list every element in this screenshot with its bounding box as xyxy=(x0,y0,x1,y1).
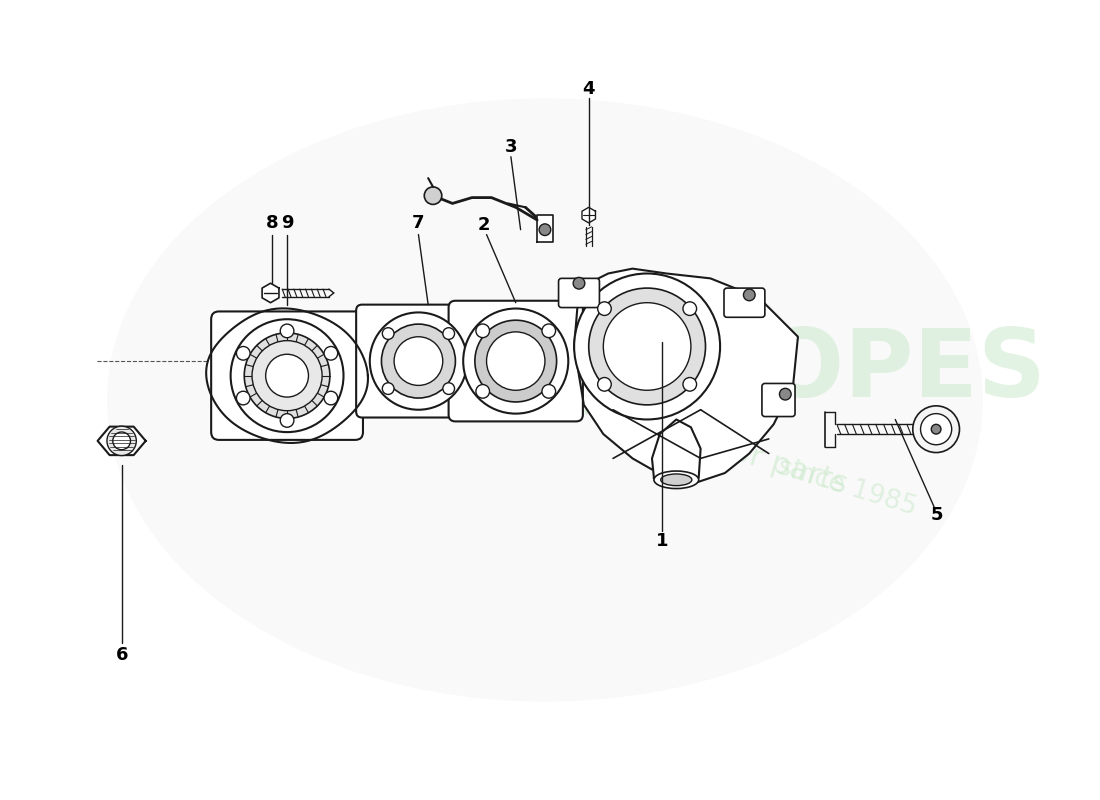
Ellipse shape xyxy=(107,98,982,702)
Polygon shape xyxy=(652,419,701,487)
Circle shape xyxy=(231,319,343,432)
Circle shape xyxy=(683,302,696,315)
Polygon shape xyxy=(574,269,798,482)
Text: EUROPES: EUROPES xyxy=(550,325,1046,417)
Text: 8: 8 xyxy=(266,214,278,232)
Circle shape xyxy=(252,341,322,410)
Text: since 1985: since 1985 xyxy=(774,454,920,521)
Text: 5: 5 xyxy=(931,506,944,524)
Text: 2: 2 xyxy=(477,216,490,234)
Circle shape xyxy=(588,288,705,405)
Circle shape xyxy=(913,406,959,453)
Circle shape xyxy=(476,385,490,398)
Circle shape xyxy=(683,378,696,391)
Circle shape xyxy=(382,324,455,398)
FancyBboxPatch shape xyxy=(724,288,764,318)
Circle shape xyxy=(383,382,394,394)
FancyBboxPatch shape xyxy=(762,383,795,417)
Circle shape xyxy=(932,424,940,434)
Circle shape xyxy=(476,324,490,338)
Circle shape xyxy=(744,289,755,301)
Text: a passion for parts: a passion for parts xyxy=(570,388,850,499)
Circle shape xyxy=(443,328,454,339)
Circle shape xyxy=(236,346,250,360)
Circle shape xyxy=(597,378,612,391)
FancyBboxPatch shape xyxy=(449,301,583,422)
Polygon shape xyxy=(537,215,552,242)
Circle shape xyxy=(244,333,330,418)
Ellipse shape xyxy=(653,471,698,489)
FancyBboxPatch shape xyxy=(559,278,600,307)
Circle shape xyxy=(383,328,394,339)
Text: 3: 3 xyxy=(505,138,517,156)
Text: 4: 4 xyxy=(583,80,595,98)
Circle shape xyxy=(324,391,338,405)
Circle shape xyxy=(463,309,569,414)
Circle shape xyxy=(394,337,443,386)
Circle shape xyxy=(603,302,691,390)
Circle shape xyxy=(475,320,557,402)
Circle shape xyxy=(443,382,454,394)
Circle shape xyxy=(486,332,544,390)
Circle shape xyxy=(266,354,308,397)
Polygon shape xyxy=(582,207,595,223)
Text: 9: 9 xyxy=(280,214,294,232)
Circle shape xyxy=(280,324,294,338)
Circle shape xyxy=(113,432,131,450)
Polygon shape xyxy=(262,283,279,302)
Circle shape xyxy=(425,187,442,205)
Polygon shape xyxy=(206,308,368,443)
Circle shape xyxy=(574,274,720,419)
Ellipse shape xyxy=(661,474,692,486)
FancyBboxPatch shape xyxy=(356,305,481,418)
Text: 7: 7 xyxy=(412,214,425,232)
Circle shape xyxy=(573,278,585,289)
Circle shape xyxy=(542,385,556,398)
Circle shape xyxy=(597,302,612,315)
Circle shape xyxy=(324,346,338,360)
Text: 1: 1 xyxy=(656,532,668,550)
Circle shape xyxy=(280,414,294,427)
Polygon shape xyxy=(98,426,145,455)
Circle shape xyxy=(236,391,250,405)
Text: 6: 6 xyxy=(116,646,128,664)
Circle shape xyxy=(921,414,952,445)
Circle shape xyxy=(370,313,468,410)
FancyBboxPatch shape xyxy=(211,311,363,440)
Circle shape xyxy=(539,224,551,235)
Circle shape xyxy=(542,324,556,338)
Circle shape xyxy=(107,426,136,455)
Circle shape xyxy=(780,388,791,400)
